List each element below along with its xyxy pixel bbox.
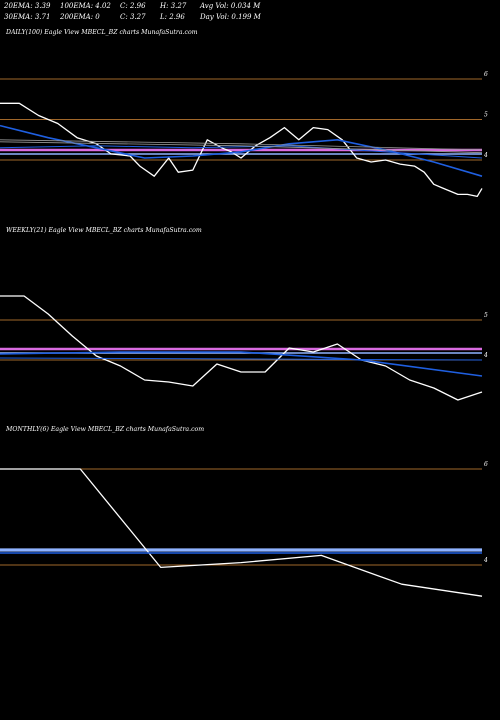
header-close: C: 2.96: [120, 2, 146, 10]
header-open: C: 3.27: [120, 13, 146, 21]
series-ema100b-line: [0, 141, 483, 154]
y-tick-label: 4: [483, 152, 488, 159]
header-avg-vol: Avg Vol: 0.034 M: [200, 2, 261, 10]
header-low: L: 2.96: [160, 13, 185, 21]
series-ema30-line: [0, 145, 483, 159]
panel-title-2: MONTHLY(6) Eagle View MBECL_BZ charts Mu…: [5, 426, 204, 433]
y-tick-label: 6: [484, 461, 488, 468]
header-30ema: 30EMA: 3.71: [4, 13, 51, 21]
panel-title-1: WEEKLY(21) Eagle View MBECL_BZ charts Mu…: [6, 227, 202, 234]
y-tick-label: 6: [484, 71, 488, 78]
series-ema30-line: [0, 357, 483, 361]
header-high: H: 3.27: [160, 2, 187, 10]
panel-title-0: DAILY(100) Eagle View MBECL_BZ charts Mu…: [5, 29, 198, 36]
series-price-line: [0, 102, 483, 198]
y-tick-label: 5: [484, 312, 488, 319]
series-ema20-line: [0, 124, 483, 177]
y-tick-label: 4: [483, 352, 488, 359]
header-100ema: 100EMA: 4.02: [60, 2, 111, 10]
header-day-vol: Day Vol: 0.199 M: [200, 13, 261, 21]
series-ema20-line: [0, 351, 483, 377]
y-tick-label: 5: [484, 112, 488, 119]
header-200ema: 200EMA: 0: [60, 13, 100, 21]
header-20ema: 20EMA: 3.39: [4, 2, 51, 10]
series-price-line: [0, 468, 483, 597]
series-price-line: [0, 295, 483, 401]
y-tick-label: 4: [483, 557, 488, 564]
series-ema100-line: [0, 139, 483, 151]
